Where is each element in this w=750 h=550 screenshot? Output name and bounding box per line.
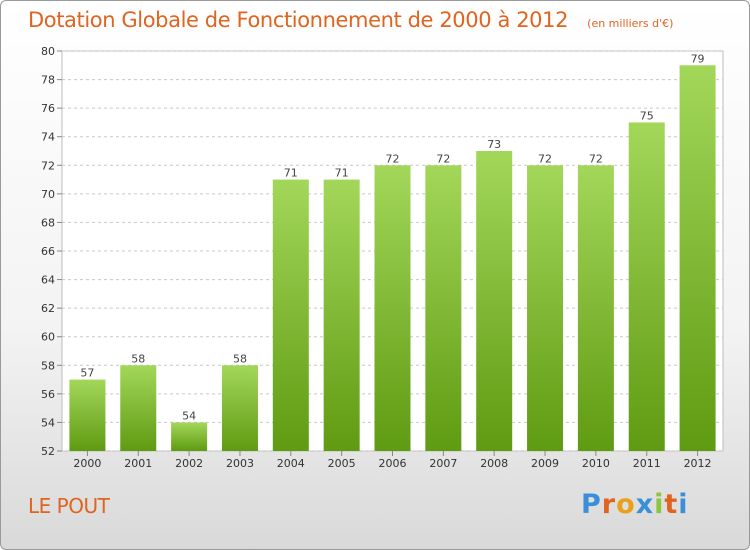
proxiti-logo: Proxiti xyxy=(581,489,689,520)
x-tick-label: 2005 xyxy=(328,457,356,470)
bar-value-label: 75 xyxy=(640,109,654,122)
bar-value-label: 58 xyxy=(131,352,145,365)
y-tick-label: 54 xyxy=(41,416,55,429)
bar xyxy=(628,122,665,451)
y-tick-label: 78 xyxy=(41,74,55,87)
y-tick-label: 58 xyxy=(41,359,55,372)
x-tick-label: 2009 xyxy=(531,457,559,470)
logo-letter: x xyxy=(635,489,655,520)
x-tick-label: 2003 xyxy=(226,457,254,470)
logo-letter: r xyxy=(601,489,617,520)
logo-letter: P xyxy=(581,489,602,520)
bar xyxy=(425,165,462,452)
x-tick-label: 2000 xyxy=(73,457,101,470)
logo-letter: i xyxy=(654,489,665,520)
bar xyxy=(476,151,513,451)
logo-letter: t xyxy=(664,489,679,520)
bar-value-label: 71 xyxy=(284,167,298,180)
bar xyxy=(272,179,309,452)
y-tick-label: 66 xyxy=(41,245,55,258)
y-tick-label: 70 xyxy=(41,188,55,201)
x-tick-label: 2002 xyxy=(175,457,203,470)
y-tick-label: 56 xyxy=(41,388,55,401)
bar xyxy=(69,379,106,451)
y-tick-label: 74 xyxy=(41,131,55,144)
x-tick-label: 2007 xyxy=(429,457,457,470)
x-tick-label: 2001 xyxy=(124,457,152,470)
bar xyxy=(120,365,157,451)
bar-value-label: 72 xyxy=(538,152,552,165)
y-tick-label: 52 xyxy=(41,445,55,458)
y-tick-label: 64 xyxy=(41,274,55,287)
y-tick-label: 76 xyxy=(41,102,55,115)
x-tick-label: 2012 xyxy=(684,457,712,470)
x-tick-label: 2006 xyxy=(379,457,407,470)
chart-title: Dotation Globale de Fonctionnement de 20… xyxy=(28,8,569,32)
bar-value-label: 73 xyxy=(487,138,501,151)
bar xyxy=(323,179,360,452)
bar xyxy=(679,65,716,452)
bar-value-label: 72 xyxy=(386,152,400,165)
y-tick-label: 60 xyxy=(41,331,55,344)
x-tick-label: 2008 xyxy=(480,457,508,470)
chart-header: Dotation Globale de Fonctionnement de 20… xyxy=(28,8,673,32)
bar xyxy=(171,422,208,451)
bar xyxy=(374,165,411,452)
logo-letter: i xyxy=(678,489,689,520)
y-tick-label: 80 xyxy=(41,45,55,58)
bar-value-label: 58 xyxy=(233,352,247,365)
bar xyxy=(577,165,614,452)
chart-subtitle: (en milliers d'€) xyxy=(587,17,674,30)
bar-value-label: 71 xyxy=(335,167,349,180)
bar-value-label: 79 xyxy=(691,52,705,65)
bar xyxy=(221,365,258,451)
bar xyxy=(527,165,564,452)
bar-value-label: 72 xyxy=(589,152,603,165)
bar-value-label: 54 xyxy=(182,409,196,422)
x-tick-label: 2011 xyxy=(633,457,661,470)
x-tick-label: 2004 xyxy=(277,457,305,470)
x-tick-label: 2010 xyxy=(582,457,610,470)
y-tick-label: 68 xyxy=(41,216,55,229)
y-tick-label: 72 xyxy=(41,159,55,172)
bar-value-label: 57 xyxy=(80,367,94,380)
bar-value-label: 72 xyxy=(436,152,450,165)
logo-letter: o xyxy=(616,489,636,520)
y-tick-label: 62 xyxy=(41,302,55,315)
commune-name: LE POUT xyxy=(28,494,110,518)
